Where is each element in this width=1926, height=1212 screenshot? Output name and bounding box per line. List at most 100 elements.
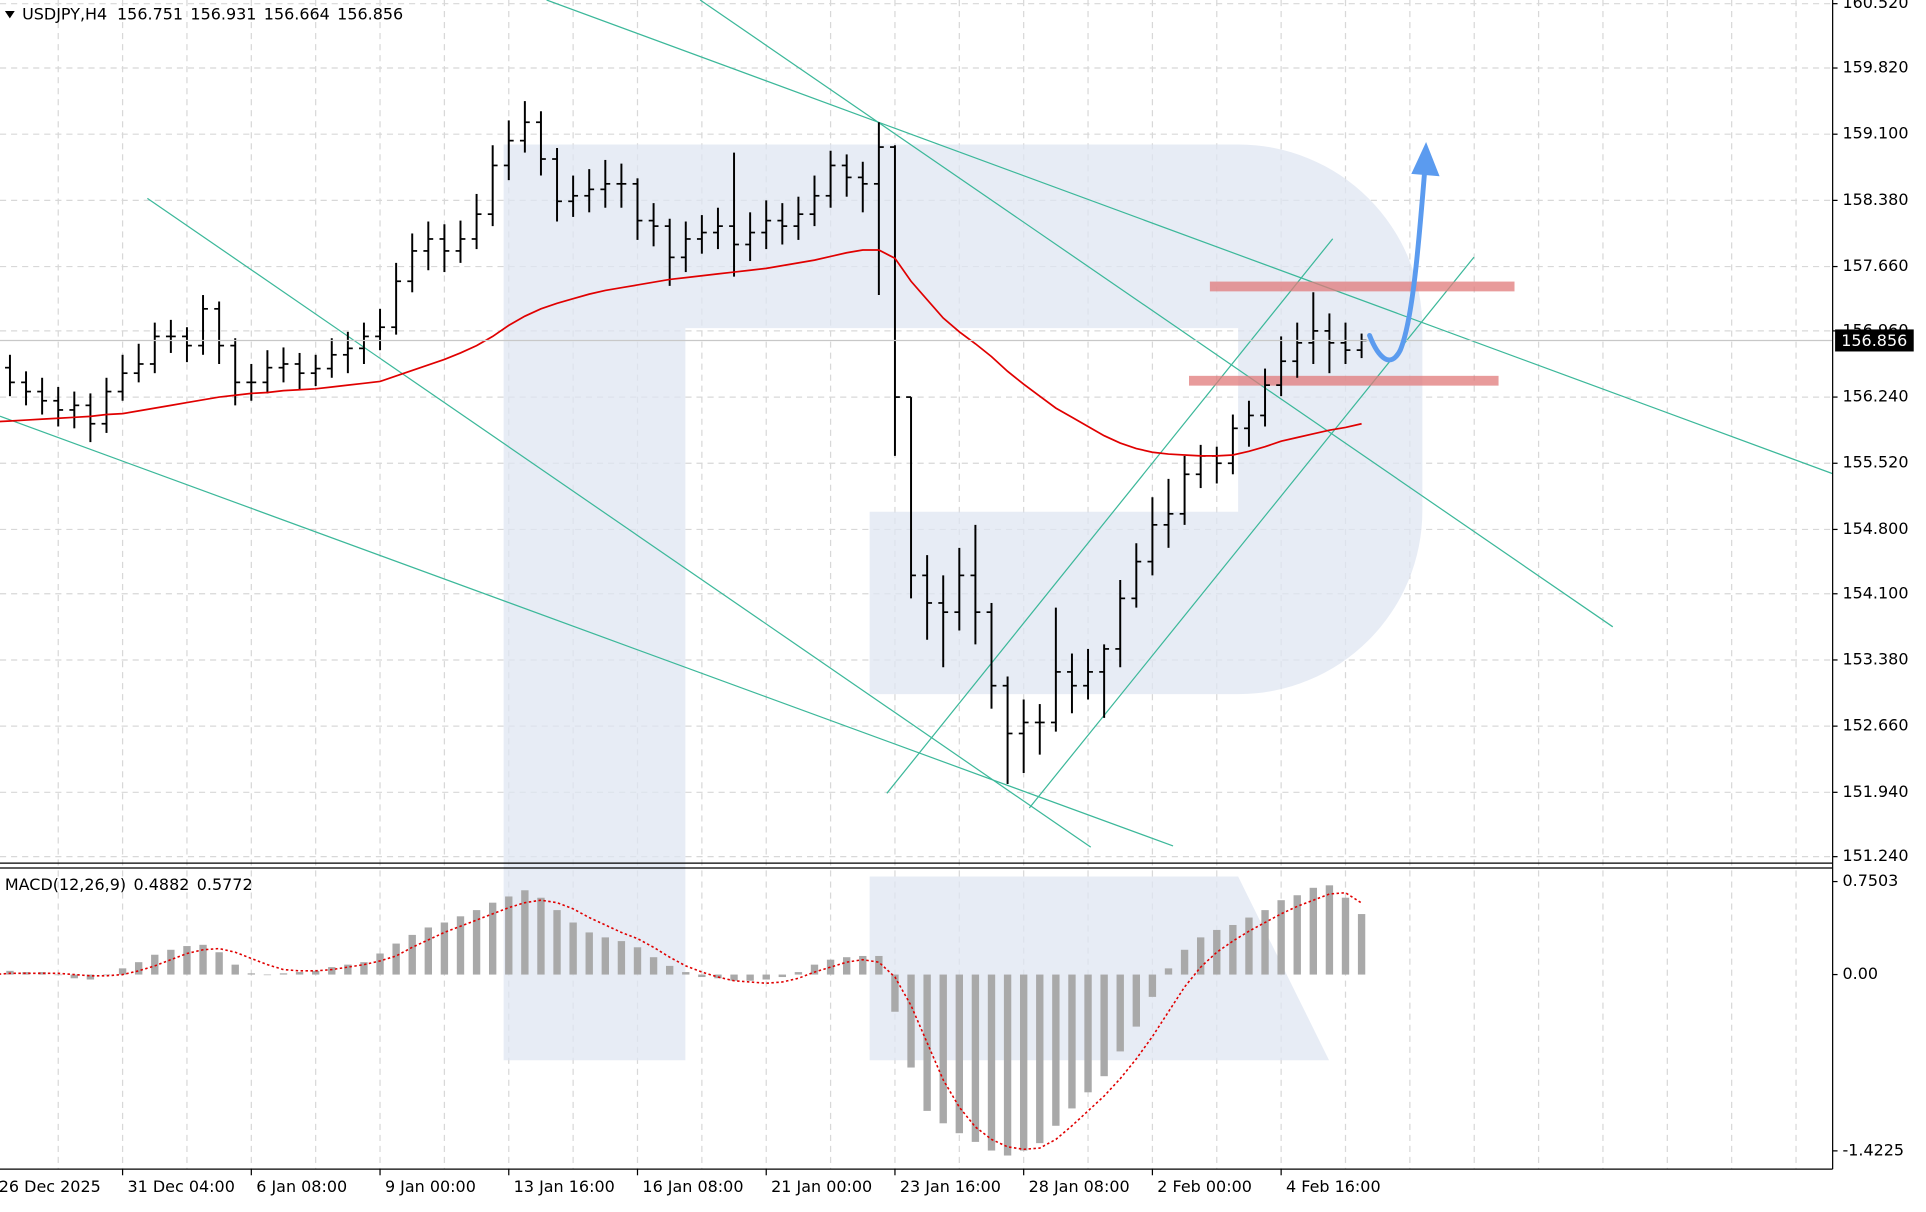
symbol: USDJPY,H4 xyxy=(22,4,107,23)
x-tick-label: 9 Jan 00:00 xyxy=(385,1177,476,1196)
histogram-bar xyxy=(585,932,593,975)
histogram-bar xyxy=(1132,974,1141,1027)
histogram-bar xyxy=(842,957,851,975)
histogram-bar xyxy=(1164,968,1173,975)
macd-value: 0.4882 xyxy=(134,875,190,894)
histogram-bar xyxy=(633,947,642,975)
low-value: 156.664 xyxy=(264,4,330,23)
x-tick-label: 23 Jan 16:00 xyxy=(900,1177,1001,1196)
histogram-bar xyxy=(1309,887,1318,975)
y-tick-label: 159.100 xyxy=(1842,124,1908,143)
x-tick-label: 6 Jan 08:00 xyxy=(256,1177,347,1196)
open-value: 156.751 xyxy=(117,4,183,23)
y-tick-label: 0.7503 xyxy=(1842,871,1898,890)
histogram-bar xyxy=(231,964,239,975)
histogram-bar xyxy=(682,972,690,975)
signal-value: 0.5772 xyxy=(197,875,253,894)
histogram-bar xyxy=(86,974,95,980)
histogram-bar xyxy=(553,910,561,975)
histogram-bar xyxy=(472,910,481,975)
histogram-bar xyxy=(295,972,304,975)
histogram-bar xyxy=(167,949,175,975)
histogram-bar xyxy=(617,941,626,975)
x-tick-label: 28 Jan 08:00 xyxy=(1029,1177,1130,1196)
histogram-bar xyxy=(778,974,786,978)
moving-average xyxy=(0,249,1362,457)
y-tick-label: 156.240 xyxy=(1842,387,1908,406)
histogram-bar xyxy=(70,974,78,979)
histogram-bar xyxy=(1261,910,1269,975)
support-zone xyxy=(1189,375,1499,386)
histogram-bar xyxy=(1229,924,1237,975)
resistance-zone xyxy=(1209,281,1515,292)
histogram-bar xyxy=(1068,974,1076,1109)
symbol-header: USDJPY,H4 156.751 156.931 156.664 156.856 xyxy=(22,4,403,23)
histogram-bar xyxy=(199,944,207,975)
histogram-bar xyxy=(569,922,577,975)
histogram-bar xyxy=(38,972,46,975)
histogram-bar xyxy=(1341,897,1350,975)
histogram-bar xyxy=(22,972,30,975)
y-tick-label: 159.820 xyxy=(1842,58,1908,77)
y-tick-label: 158.380 xyxy=(1842,190,1908,209)
x-tick-label: 16 Jan 08:00 xyxy=(642,1177,743,1196)
y-tick-label: 153.380 xyxy=(1842,649,1908,668)
histogram-bar xyxy=(279,973,288,975)
y-tick-label: 151.940 xyxy=(1842,782,1908,801)
y-tick-label: 151.240 xyxy=(1842,846,1908,865)
histogram-bar xyxy=(456,916,465,975)
histogram-bar xyxy=(215,952,223,975)
y-tick-label: 155.520 xyxy=(1842,453,1908,472)
histogram-bar xyxy=(408,934,416,975)
histogram-bar xyxy=(891,974,899,1012)
x-tick-label: 26 Dec 2025 xyxy=(0,1177,101,1196)
trend-lines xyxy=(0,0,1833,848)
histogram-bar xyxy=(1213,929,1221,975)
histogram-bar xyxy=(505,896,513,975)
histogram-bar xyxy=(826,959,835,975)
histogram-bar xyxy=(247,973,255,975)
histogram-bar xyxy=(1293,895,1301,975)
price-pane xyxy=(0,0,1833,848)
histogram-bar xyxy=(810,964,819,975)
close-value: 156.856 xyxy=(337,4,403,23)
histogram-bar xyxy=(1196,937,1205,975)
histogram-bar xyxy=(1116,974,1124,1052)
indicator-name: MACD(12,26,9) xyxy=(5,875,126,894)
histogram-bar xyxy=(1052,974,1060,1126)
y-tick-label: 154.100 xyxy=(1842,583,1908,602)
histogram-bar xyxy=(730,974,738,981)
histogram-bar xyxy=(183,946,191,975)
y-tick-label: 0.00 xyxy=(1842,964,1878,983)
x-tick-label: 13 Jan 16:00 xyxy=(514,1177,615,1196)
histogram-bar xyxy=(521,890,529,975)
histogram-bar xyxy=(859,955,867,975)
histogram-bar xyxy=(1084,974,1092,1093)
y-tick-label: -1.4225 xyxy=(1842,1140,1904,1159)
forecast-arrow xyxy=(1367,142,1440,363)
histogram-bar xyxy=(987,974,996,1151)
histogram-bar xyxy=(424,927,432,975)
histogram-bar xyxy=(746,974,754,981)
histogram-bar xyxy=(1357,914,1366,975)
histogram-bar xyxy=(1245,917,1253,975)
dropdown-icon xyxy=(4,11,15,19)
y-tick-label: 160.520 xyxy=(1842,0,1908,12)
header: USDJPY,H4 156.751 156.931 156.664 156.856 MA… xyxy=(4,4,403,894)
histogram-bar xyxy=(939,974,947,1124)
macd-pane xyxy=(0,885,1366,1156)
histogram-bar xyxy=(794,972,803,975)
y-tick-label: 152.660 xyxy=(1842,716,1908,735)
histogram-bar xyxy=(360,962,368,975)
histogram-bar xyxy=(54,974,62,976)
histogram-bar xyxy=(665,965,674,975)
x-tick-label: 31 Dec 04:00 xyxy=(127,1177,234,1196)
x-tick-label: 2 Feb 00:00 xyxy=(1157,1177,1252,1196)
y-tick-label: 154.800 xyxy=(1842,519,1908,538)
histogram-bar xyxy=(537,897,545,975)
histogram-bar xyxy=(328,967,336,975)
current-price-box xyxy=(1835,329,1914,352)
histogram-bar xyxy=(392,943,400,975)
histogram-bar xyxy=(134,962,143,975)
